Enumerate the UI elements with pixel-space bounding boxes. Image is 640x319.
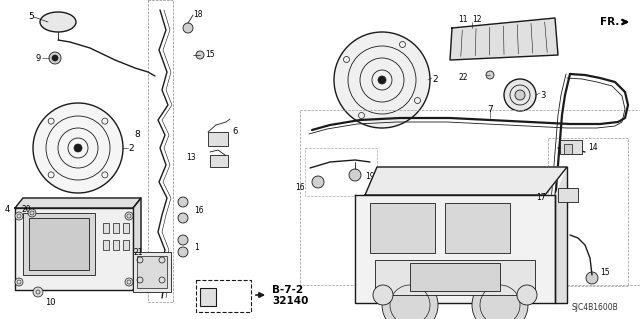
Text: SJC4B1600B: SJC4B1600B [572, 303, 619, 312]
Bar [210, 155, 228, 167]
Text: 10: 10 [45, 298, 55, 307]
Text: FR.: FR. [600, 17, 627, 27]
Text: 32140: 32140 [272, 296, 308, 306]
Bar [103, 240, 109, 250]
Bar [196, 280, 251, 312]
Circle shape [378, 76, 386, 84]
Circle shape [472, 277, 528, 319]
Bar [23, 213, 95, 275]
Polygon shape [15, 198, 141, 208]
Text: 6: 6 [232, 127, 237, 136]
Bar [137, 256, 167, 288]
Circle shape [178, 213, 188, 223]
Circle shape [28, 209, 36, 217]
Bar [548, 138, 628, 286]
Text: 2: 2 [128, 144, 134, 153]
Polygon shape [133, 198, 141, 290]
Text: 9: 9 [35, 54, 40, 63]
Circle shape [196, 51, 204, 59]
Bar [564, 144, 572, 154]
Bar [113, 240, 119, 250]
Text: B-7-2: B-7-2 [272, 285, 303, 295]
Circle shape [74, 144, 82, 152]
Text: 18: 18 [193, 10, 202, 19]
Bar [305, 148, 377, 196]
Circle shape [52, 55, 58, 61]
Circle shape [125, 278, 133, 286]
Circle shape [312, 176, 324, 188]
Bar [410, 263, 500, 291]
Bar [113, 223, 119, 233]
Bar [558, 188, 578, 202]
Circle shape [15, 278, 23, 286]
Circle shape [183, 23, 193, 33]
Text: 15: 15 [205, 50, 214, 59]
Text: 23: 23 [500, 278, 511, 287]
Bar [123, 240, 129, 250]
Polygon shape [365, 167, 567, 195]
Circle shape [178, 197, 188, 207]
Text: 11: 11 [458, 15, 467, 24]
Circle shape [334, 32, 430, 128]
Text: 20: 20 [22, 205, 31, 214]
Bar [200, 288, 216, 306]
Circle shape [178, 247, 188, 257]
Polygon shape [555, 167, 567, 303]
Bar [370, 203, 435, 253]
Circle shape [373, 285, 393, 305]
Text: 1: 1 [194, 243, 199, 252]
Circle shape [382, 277, 438, 319]
Text: 17: 17 [536, 193, 546, 202]
Bar [148, 0, 173, 302]
Polygon shape [355, 195, 555, 303]
Text: 4: 4 [5, 205, 10, 214]
Bar [123, 223, 129, 233]
Bar [29, 218, 89, 270]
Circle shape [504, 79, 536, 111]
Bar [560, 140, 582, 154]
Text: 12: 12 [472, 15, 481, 24]
Polygon shape [450, 18, 558, 60]
Text: 5: 5 [28, 12, 34, 21]
Polygon shape [15, 208, 133, 290]
Text: 16: 16 [194, 206, 204, 215]
Text: 14: 14 [588, 143, 598, 152]
Text: 13: 13 [186, 153, 196, 162]
Text: 3: 3 [540, 91, 545, 100]
Circle shape [517, 285, 537, 305]
Bar [445, 203, 510, 253]
Text: 15: 15 [600, 268, 610, 277]
Bar [133, 252, 171, 292]
Text: 16: 16 [296, 183, 305, 192]
Circle shape [33, 287, 43, 297]
Text: 19: 19 [365, 172, 374, 181]
Text: 8: 8 [134, 130, 140, 139]
Text: 7: 7 [487, 105, 493, 114]
Circle shape [125, 212, 133, 220]
Bar [103, 223, 109, 233]
Ellipse shape [40, 12, 76, 32]
Circle shape [33, 103, 123, 193]
Text: 21: 21 [133, 248, 143, 257]
Circle shape [49, 52, 61, 64]
Bar [208, 132, 228, 146]
Circle shape [486, 71, 494, 79]
Circle shape [178, 235, 188, 245]
Circle shape [15, 212, 23, 220]
Circle shape [515, 90, 525, 100]
Text: 22: 22 [458, 73, 468, 82]
Bar [300, 110, 640, 285]
Text: 2: 2 [432, 75, 438, 84]
Bar [375, 260, 535, 295]
Circle shape [586, 272, 598, 284]
Circle shape [349, 169, 361, 181]
